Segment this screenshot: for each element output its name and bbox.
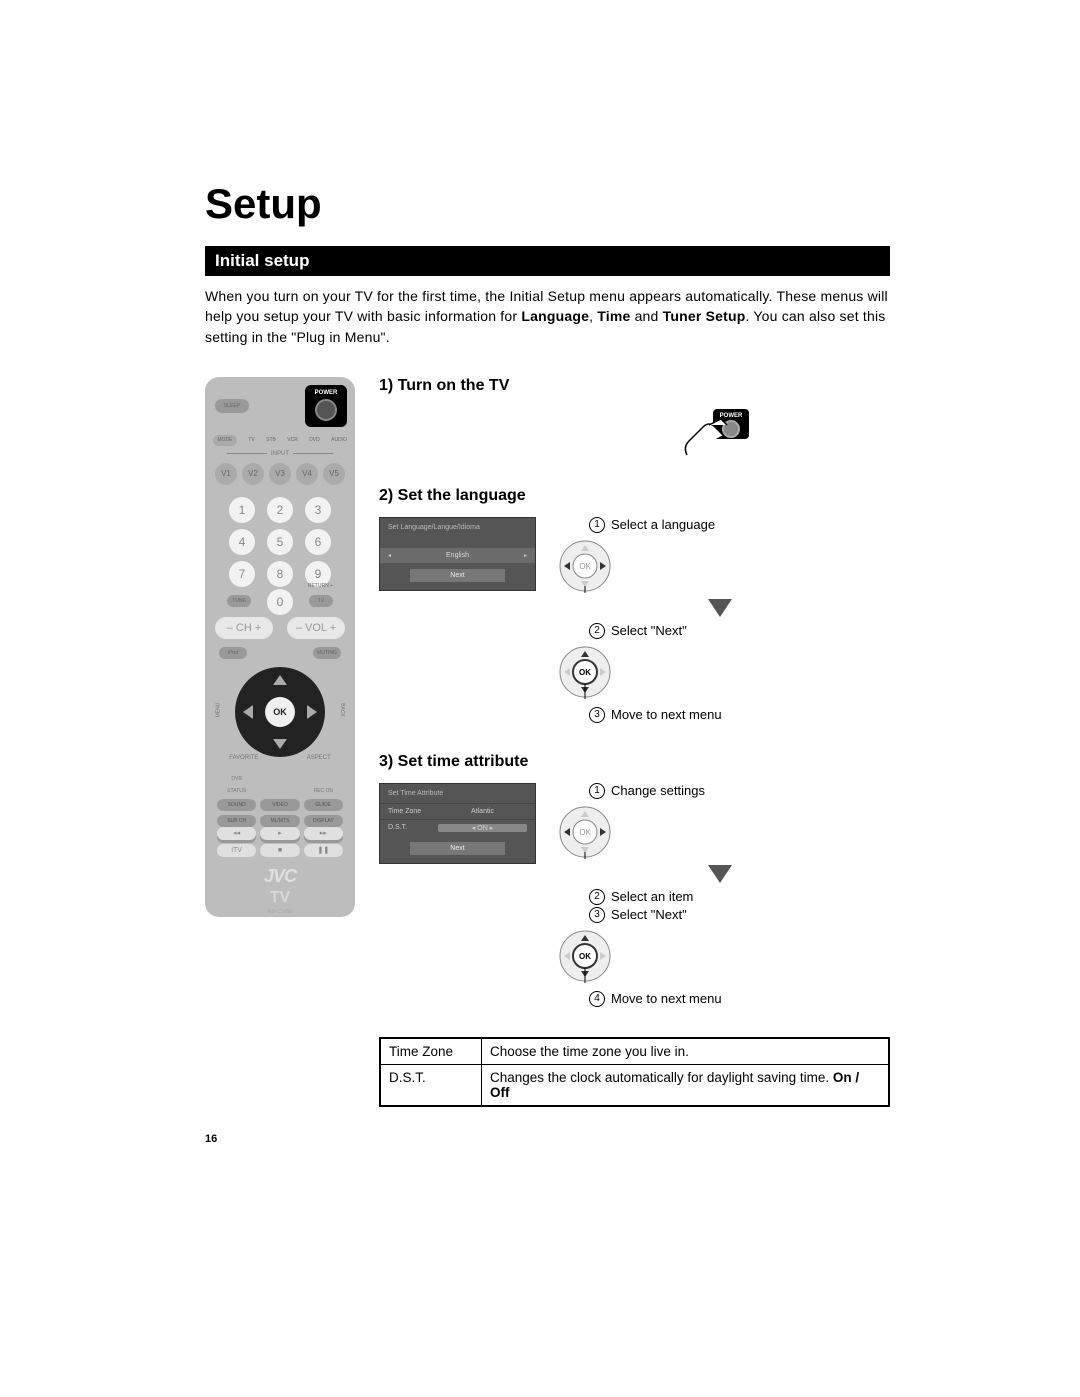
intro-text: When you turn on your TV for the first t… [205, 286, 890, 347]
brand-logo: JVC [205, 866, 355, 887]
svg-text:OK: OK [579, 668, 591, 677]
dpad: OK [235, 667, 325, 757]
remote-illustration: SLEEP POWER MODE TV STB VCR DVD AUDIO IN… [205, 377, 355, 917]
hand-press-power-icon: POWER [539, 407, 890, 463]
step1-heading: 1) Turn on the TV [379, 377, 890, 395]
dpad-lr-icon: OK [558, 805, 612, 859]
step3-nav-2: Select an item [611, 889, 693, 904]
dpad-ok-icon: OK [558, 645, 612, 699]
page-title: Setup [205, 180, 890, 228]
svg-text:OK: OK [579, 562, 591, 571]
step3-nav-1: Change settings [611, 783, 705, 798]
ok-button: OK [265, 697, 295, 727]
svg-text:OK: OK [579, 952, 591, 961]
svg-text:POWER: POWER [719, 413, 742, 419]
svg-text:OK: OK [579, 828, 591, 837]
step2-nav-3: Move to next menu [611, 707, 722, 722]
dpad-ok-icon: OK [558, 929, 612, 983]
step3-nav-4: Move to next menu [611, 991, 722, 1006]
table-row: Time Zone Choose the time zone you live … [380, 1038, 889, 1065]
input-label: INPUT [205, 451, 355, 457]
dpad-lr-icon: OK [558, 539, 612, 593]
power-label: POWER [315, 390, 338, 396]
page-number: 16 [205, 1133, 890, 1145]
step2-nav-1: Select a language [611, 517, 715, 532]
settings-table: Time Zone Choose the time zone you live … [379, 1037, 890, 1107]
step3-heading: 3) Set time attribute [379, 753, 890, 771]
power-button [315, 399, 337, 421]
mode-button: MODE [213, 435, 237, 446]
step2-heading: 2) Set the language [379, 487, 890, 505]
down-arrow-icon [708, 599, 732, 617]
vol-button: – VOL + [287, 617, 345, 639]
power-area: POWER [305, 385, 347, 427]
section-header: Initial setup [205, 246, 890, 276]
step2-nav-2: Select "Next" [611, 623, 687, 638]
table-row: D.S.T. Changes the clock automatically f… [380, 1064, 889, 1106]
step3-nav-3: Select "Next" [611, 907, 687, 922]
ch-button: – CH + [215, 617, 273, 639]
down-arrow-icon [708, 865, 732, 883]
sleep-button: SLEEP [215, 399, 249, 413]
